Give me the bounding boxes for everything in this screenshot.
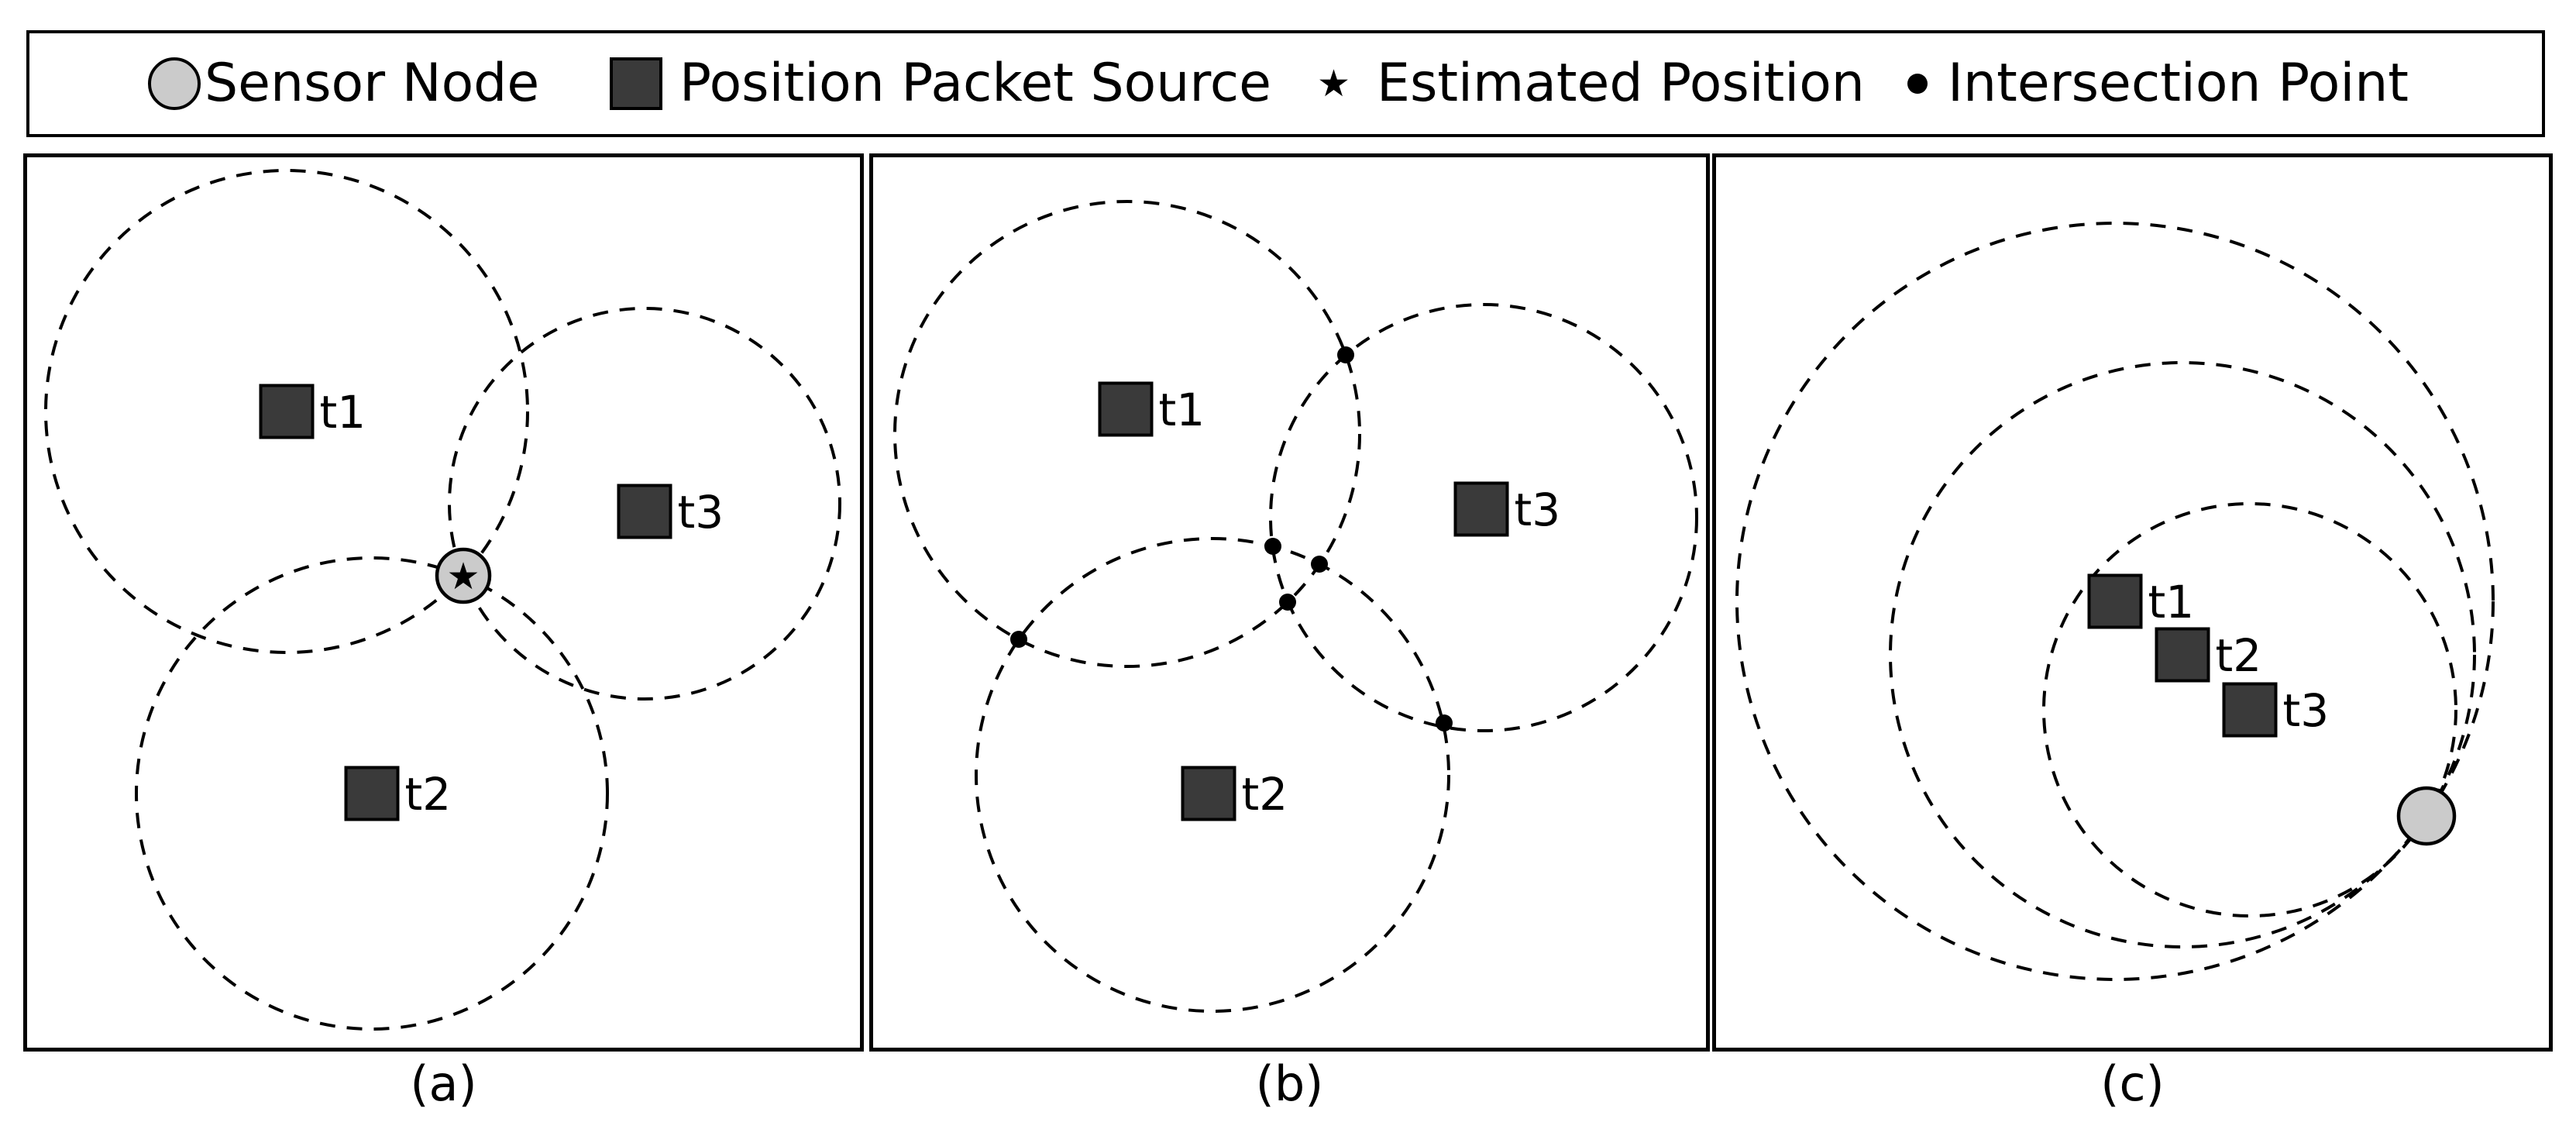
estimated-position-icon: ★ xyxy=(1317,62,1351,105)
sensor-node xyxy=(2396,786,2457,846)
panel-b-drawing: t1 t2 t3 xyxy=(893,200,1698,1013)
panel-b-caption: (b) xyxy=(1255,1055,1324,1112)
intersection-dot xyxy=(1337,346,1354,363)
intersection-point-icon xyxy=(1907,74,1928,94)
intersection-dot xyxy=(1436,714,1453,732)
panel-a: t1 t2 t3 ★ xyxy=(23,153,864,1052)
panel-b: t1 t2 t3 xyxy=(869,153,1710,1052)
range-circle xyxy=(975,537,1450,1013)
range-circle xyxy=(448,307,841,701)
panel-c-drawing: t1 t2 t3 xyxy=(1735,222,2495,981)
legend-label-position-packet-source: Position Packet Source xyxy=(679,53,1272,114)
packet-source-square xyxy=(1181,766,1236,821)
range-circle xyxy=(893,200,1361,668)
packet-source-square xyxy=(2222,682,2278,738)
source-label: t1 xyxy=(1159,384,1205,436)
sensor-node xyxy=(435,547,492,604)
legend-label-sensor-node: Sensor Node xyxy=(205,53,540,114)
range-circle xyxy=(1269,303,1698,732)
source-label: t3 xyxy=(1515,484,1561,536)
source-label: t1 xyxy=(320,386,366,439)
panel-c: t1 t2 t3 xyxy=(1712,153,2553,1052)
source-label: t3 xyxy=(2283,684,2330,737)
panel-a-drawing: t1 t2 t3 ★ xyxy=(44,169,841,1031)
packet-source-square xyxy=(1098,381,1154,437)
intersection-dot xyxy=(1264,538,1281,555)
range-circle xyxy=(1735,222,2495,981)
source-label: t1 xyxy=(2148,576,2195,628)
packet-source-square xyxy=(617,484,672,539)
position-packet-source-icon xyxy=(610,57,662,110)
range-circle xyxy=(1889,361,2476,948)
packet-source-square xyxy=(344,766,400,821)
range-circle xyxy=(2042,502,2457,917)
range-circle xyxy=(135,556,609,1031)
estimated-position-star: ★ xyxy=(446,555,480,598)
packet-source-square xyxy=(2155,627,2210,683)
packet-source-square xyxy=(1453,481,1509,537)
source-label: t3 xyxy=(678,486,724,539)
source-label: t2 xyxy=(2216,629,2262,682)
packet-source-square xyxy=(259,384,315,439)
legend-label-intersection-point: Intersection Point xyxy=(1948,53,2409,114)
intersection-dot xyxy=(1279,594,1296,611)
sensor-node-icon xyxy=(148,57,201,110)
packet-source-square xyxy=(2087,573,2143,629)
intersection-dot xyxy=(1311,556,1328,573)
intersection-dot xyxy=(1010,631,1027,648)
panel-a-caption: (a) xyxy=(410,1055,477,1112)
source-label: t2 xyxy=(1242,768,1288,821)
legend: Sensor Node Position Packet Source ★ Est… xyxy=(26,30,2545,137)
range-circle xyxy=(44,169,529,654)
source-label: t2 xyxy=(405,768,452,821)
panel-c-caption: (c) xyxy=(2100,1055,2165,1112)
legend-label-estimated-position: Estimated Position xyxy=(1377,53,1865,114)
